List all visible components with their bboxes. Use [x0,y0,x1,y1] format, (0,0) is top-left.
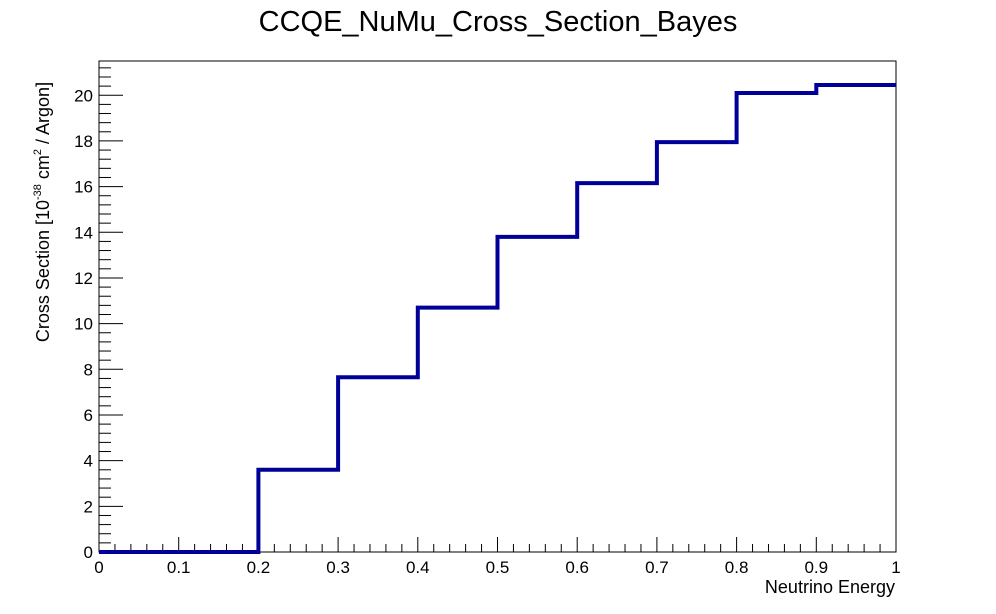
chart-title: CCQE_NuMu_Cross_Section_Bayes [258,6,738,38]
x-tick-label: 0.2 [247,558,271,577]
y-tick-label: 10 [74,315,93,334]
x-tick-label: 0 [94,558,103,577]
y-tick-label: 6 [84,406,93,425]
series-group [99,82,896,554]
y-tick-label: 20 [74,86,93,105]
y-axis-label-suffix: / Argon] [33,82,53,149]
y-axis-label-unit: cm [33,155,53,184]
y-tick-label: 4 [84,452,93,471]
x-tick-label: 0.9 [804,558,828,577]
y-axis-tick-labels: 0 2 4 6 8 10 12 14 16 18 20 [74,86,93,562]
x-tick-label: 0.8 [725,558,749,577]
x-tick-label: 0.5 [486,558,510,577]
y-tick-label: 12 [74,269,93,288]
y-tick-label: 0 [84,543,93,562]
y-axis-label-square: 2 [32,149,44,155]
y-axis-label-prefix: Cross Section [10 [33,200,53,342]
x-tick-label: 1 [891,558,900,577]
x-axis-ticks [98,537,897,552]
x-tick-label: 0.6 [565,558,589,577]
x-tick-label: 0.1 [167,558,191,577]
y-tick-label: 8 [84,360,93,379]
y-axis-label: Cross Section [10-38 cm2 / Argon] [32,82,53,342]
y-axis-label-exponent: -38 [32,184,44,200]
y-tick-label: 18 [74,132,93,151]
x-tick-label: 0.7 [645,558,669,577]
x-axis-tick-labels: 0 0.1 0.2 0.3 0.4 0.5 0.6 0.7 0.8 0.9 1 [94,558,900,577]
x-tick-label: 0.3 [326,558,350,577]
y-tick-label: 2 [84,497,93,516]
y-tick-label: 14 [74,223,93,242]
series-line [99,82,896,554]
x-axis-label: Neutrino Energy [765,577,895,597]
y-axis-ticks [99,67,123,553]
x-tick-label: 0.4 [406,558,430,577]
y-tick-label: 16 [74,178,93,197]
